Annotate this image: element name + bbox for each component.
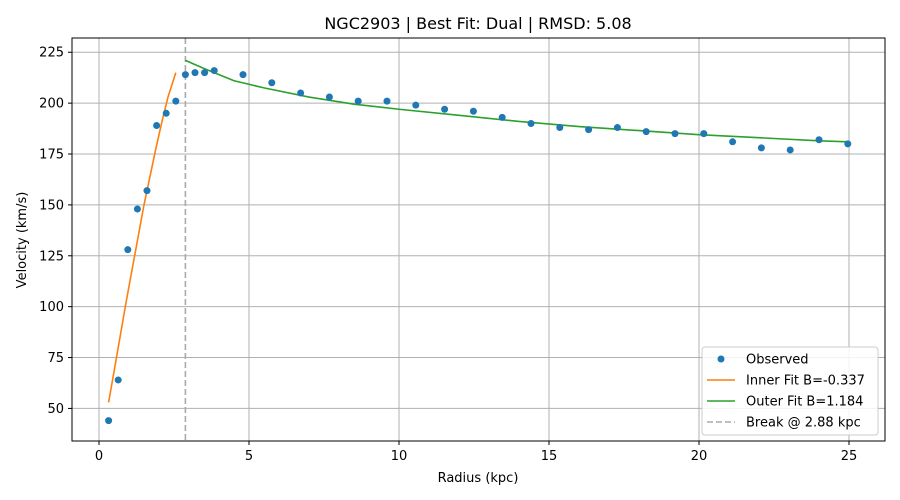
data-point [133,205,141,213]
chart-title: NGC2903 | Best Fit: Dual | RMSD: 5.08 [324,14,631,33]
data-point [527,119,535,127]
data-point [239,71,247,79]
data-point [729,138,737,146]
data-point [153,122,161,130]
plot-frame [71,37,886,442]
y-tick-label: 100 [39,300,64,315]
data-point [114,376,122,384]
data-point [469,107,477,115]
data-point [181,71,189,79]
data-point [210,67,218,75]
data-point [441,105,449,113]
x-axis-label: Radius (kpc) [438,471,519,486]
data-point [585,126,593,134]
legend-box [701,346,879,436]
x-tick-label: 0 [95,449,103,464]
data-point [556,124,564,132]
data-point [757,144,765,152]
legend-label: Break @ 2.88 kpc [746,416,861,431]
data-point [412,101,420,109]
data-point [383,97,391,105]
y-tick-label: 75 [47,351,64,366]
data-point [201,69,209,77]
data-point [172,97,180,105]
legend-label: Outer Fit B=1.184 [746,395,863,410]
y-tick-label: 225 [39,46,64,61]
data-point [700,130,708,138]
legend: Observed Inner Fit B=-0.337 Outer Fit B=1.… [701,346,879,436]
grid [72,38,885,441]
data-point [786,146,794,154]
y-ticks: 50 75 100 125 150 175 200 225 [39,46,72,417]
data-point [354,97,362,105]
y-tick-label: 200 [39,97,64,112]
data-point [143,187,151,195]
legend-marker [717,355,725,363]
fit-lines [107,59,848,403]
data-point [642,128,650,136]
legend-label: Observed [746,353,809,368]
data-point [297,89,305,97]
fit-line [185,59,848,143]
data-point [105,417,113,425]
data-point [613,124,621,132]
y-tick-label: 175 [39,148,64,163]
x-ticks: 0 5 10 15 20 25 [95,441,857,464]
x-tick-label: 25 [841,449,858,464]
data-point [815,136,823,144]
y-tick-label: 50 [47,402,64,417]
x-tick-label: 5 [245,449,253,464]
data-point [671,130,679,138]
observed-points [105,67,852,425]
data-point [162,109,170,117]
data-point [498,113,506,121]
y-tick-label: 125 [39,249,64,264]
y-axis-label: Velocity (km/s) [15,192,30,289]
legend-label: Inner Fit B=-0.337 [746,374,865,389]
x-tick-label: 15 [541,449,558,464]
fit-line [107,72,177,403]
data-point [124,246,132,254]
data-point [191,69,199,77]
x-tick-label: 20 [691,449,708,464]
data-point [844,140,852,148]
x-tick-label: 10 [391,449,408,464]
y-tick-label: 150 [39,198,64,213]
data-point [325,93,333,101]
data-point [268,79,276,87]
